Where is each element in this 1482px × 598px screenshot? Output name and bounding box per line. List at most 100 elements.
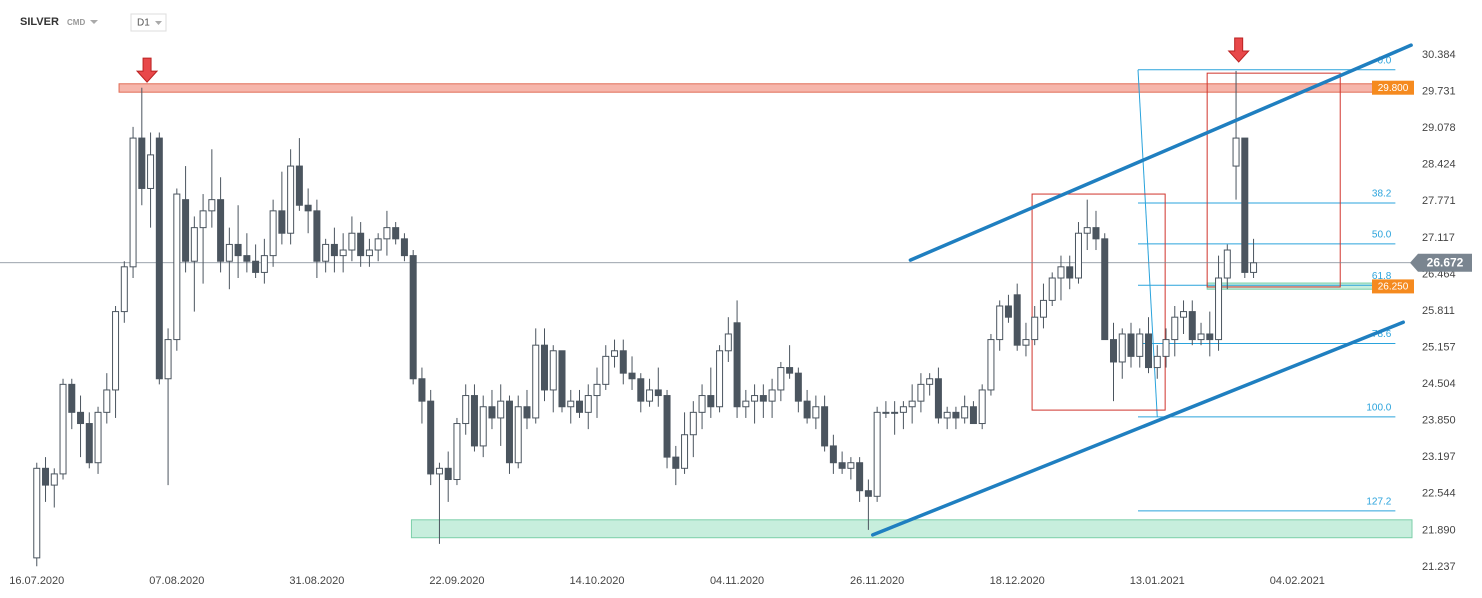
candle-body <box>287 165 295 234</box>
y-tick-label: 30.384 <box>1422 49 1456 61</box>
candle-body <box>821 406 829 447</box>
y-tick-label: 23.850 <box>1422 415 1456 427</box>
candle-body <box>304 204 312 212</box>
candle-body <box>138 137 146 189</box>
candle-body <box>943 411 951 419</box>
interval-select[interactable] <box>130 13 167 32</box>
candle-body <box>365 249 373 257</box>
y-tick-label: 29.078 <box>1422 122 1456 134</box>
candle-body <box>1048 277 1056 301</box>
candle-body <box>873 411 881 497</box>
candle-body <box>611 350 619 357</box>
candle-body <box>59 383 67 475</box>
candle-body <box>1057 266 1065 279</box>
candle-body <box>418 378 426 402</box>
candle-body <box>1197 333 1205 341</box>
candle-body <box>252 260 260 273</box>
candle-body <box>724 333 732 352</box>
candle-body <box>917 383 925 402</box>
candle-body <box>1136 333 1144 357</box>
candle-body <box>120 266 128 313</box>
candle-body <box>1223 249 1231 279</box>
candle-body <box>716 350 724 408</box>
candle-body <box>576 400 584 413</box>
y-tick-label: 23.197 <box>1422 451 1456 463</box>
candle-body <box>453 423 461 481</box>
candle-body <box>803 400 811 419</box>
candle-body <box>164 339 172 380</box>
candle-body <box>1004 305 1012 318</box>
candle-body <box>173 193 181 341</box>
candle-body <box>225 243 233 262</box>
candle-body <box>1153 355 1161 369</box>
y-tick-label: 22.544 <box>1422 488 1456 500</box>
pattern-box <box>1031 193 1166 411</box>
candle-body <box>864 490 872 497</box>
fib-label: 38.2 <box>1372 189 1392 200</box>
y-tick-label: 25.811 <box>1422 305 1455 317</box>
candle-body <box>882 411 890 414</box>
candle-body <box>313 210 321 262</box>
y-tick-label: 27.771 <box>1422 195 1456 207</box>
candle-body <box>1101 238 1109 341</box>
candle-body <box>330 243 338 257</box>
candle-body <box>1206 333 1214 341</box>
dropdown-icon[interactable] <box>90 20 98 24</box>
candle-body <box>339 249 347 257</box>
candle-body <box>1074 232 1082 279</box>
candle-body <box>278 210 286 234</box>
candle-body <box>497 400 505 419</box>
candle-body <box>759 395 767 402</box>
candle-body <box>628 372 636 380</box>
candle-body <box>1031 316 1039 341</box>
zone <box>118 83 1413 93</box>
interval[interactable]: D1 <box>137 18 150 29</box>
candle-body <box>217 199 225 262</box>
x-tick-label: 26.11.2020 <box>850 575 904 587</box>
source[interactable]: CMD <box>67 18 85 27</box>
y-tick-label: 25.157 <box>1422 341 1456 353</box>
candle-body <box>1092 227 1100 240</box>
candle-body <box>593 383 601 397</box>
candle-body <box>1215 277 1223 341</box>
x-tick-label: 04.11.2020 <box>710 575 764 587</box>
candle-body <box>856 462 864 492</box>
x-tick-label: 04.02.2021 <box>1270 575 1325 587</box>
candle-body <box>584 395 592 413</box>
candle-body <box>908 400 916 408</box>
candle-body <box>33 467 41 559</box>
candle-body <box>987 339 995 391</box>
candle-body <box>1180 311 1188 318</box>
candle-body <box>1066 266 1074 279</box>
candle-body <box>961 406 969 419</box>
candle-body <box>199 210 207 229</box>
zone <box>410 519 1413 539</box>
candle-body <box>147 154 155 189</box>
x-tick-label: 13.01.2021 <box>1130 575 1185 587</box>
last-price-badge <box>1410 253 1472 272</box>
candle-body <box>926 378 934 385</box>
candle-body <box>1013 294 1021 346</box>
candle-body <box>899 406 907 413</box>
dropdown-icon[interactable] <box>155 21 162 25</box>
candle-body <box>462 395 470 425</box>
candle-body <box>234 243 242 257</box>
candle-body <box>479 406 487 447</box>
candle-body <box>400 238 408 257</box>
y-tick-label: 24.504 <box>1422 378 1456 390</box>
candle-body <box>978 389 986 425</box>
candle-body <box>952 411 960 419</box>
candle-body <box>829 445 837 464</box>
candle-body <box>567 400 575 408</box>
candle-body <box>742 400 750 408</box>
candle-body <box>707 395 715 408</box>
price-badge <box>1372 80 1414 95</box>
candle-body <box>505 400 513 464</box>
candle-body <box>602 355 610 385</box>
candle-body <box>1145 333 1153 369</box>
candle-body <box>435 467 443 475</box>
signal-arrow <box>135 57 159 83</box>
candle-body <box>847 462 855 469</box>
candle-body <box>427 400 435 475</box>
